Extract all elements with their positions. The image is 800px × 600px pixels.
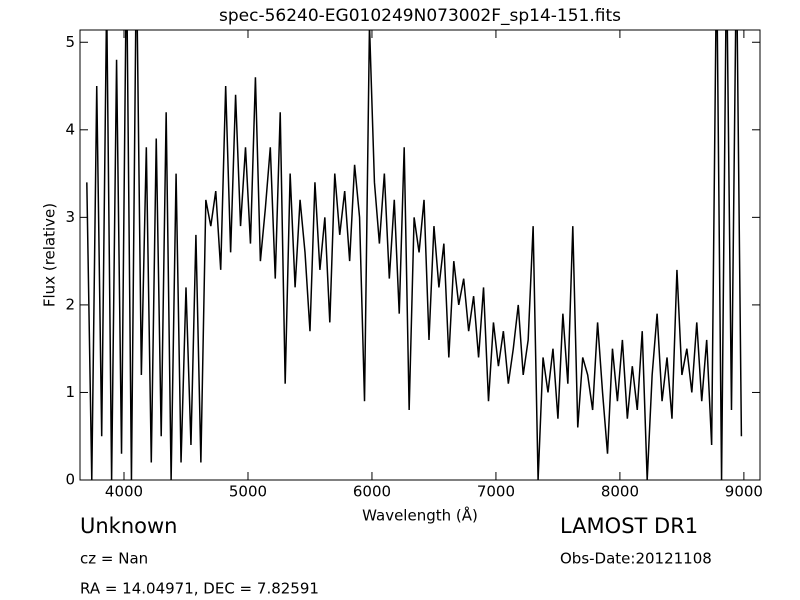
spectrum-line xyxy=(86,30,743,480)
y-tick-label: 4 xyxy=(65,120,75,138)
x-tick-label: 6000 xyxy=(353,483,391,501)
x-tick-label: 5000 xyxy=(229,483,267,501)
x-tick-label: 8000 xyxy=(601,483,639,501)
y-tick-label: 1 xyxy=(65,383,75,401)
plot-frame xyxy=(79,29,761,481)
plot-area xyxy=(86,30,743,480)
x-tick-label: 4000 xyxy=(105,483,143,501)
y-tick-label: 2 xyxy=(65,295,75,313)
x-tick-label: 9000 xyxy=(725,483,763,501)
obs-date: Obs-Date:20121108 xyxy=(560,550,712,568)
y-axis-label: Flux (relative) xyxy=(41,203,59,307)
redshift: cz = Nan xyxy=(80,550,148,568)
y-tick-label: 3 xyxy=(65,208,75,226)
coordinates: RA = 14.04971, DEC = 7.82591 xyxy=(80,580,319,598)
x-axis-label: Wavelength (Å) xyxy=(362,506,478,525)
chart-title: spec-56240-EG010249N073002F_sp14-151.fit… xyxy=(219,6,621,26)
y-tick-label: 5 xyxy=(65,33,75,51)
survey: LAMOST DR1 xyxy=(560,514,698,538)
x-tick-label: 7000 xyxy=(477,483,515,501)
object-class: Unknown xyxy=(80,514,177,538)
y-tick-label: 0 xyxy=(65,471,75,489)
